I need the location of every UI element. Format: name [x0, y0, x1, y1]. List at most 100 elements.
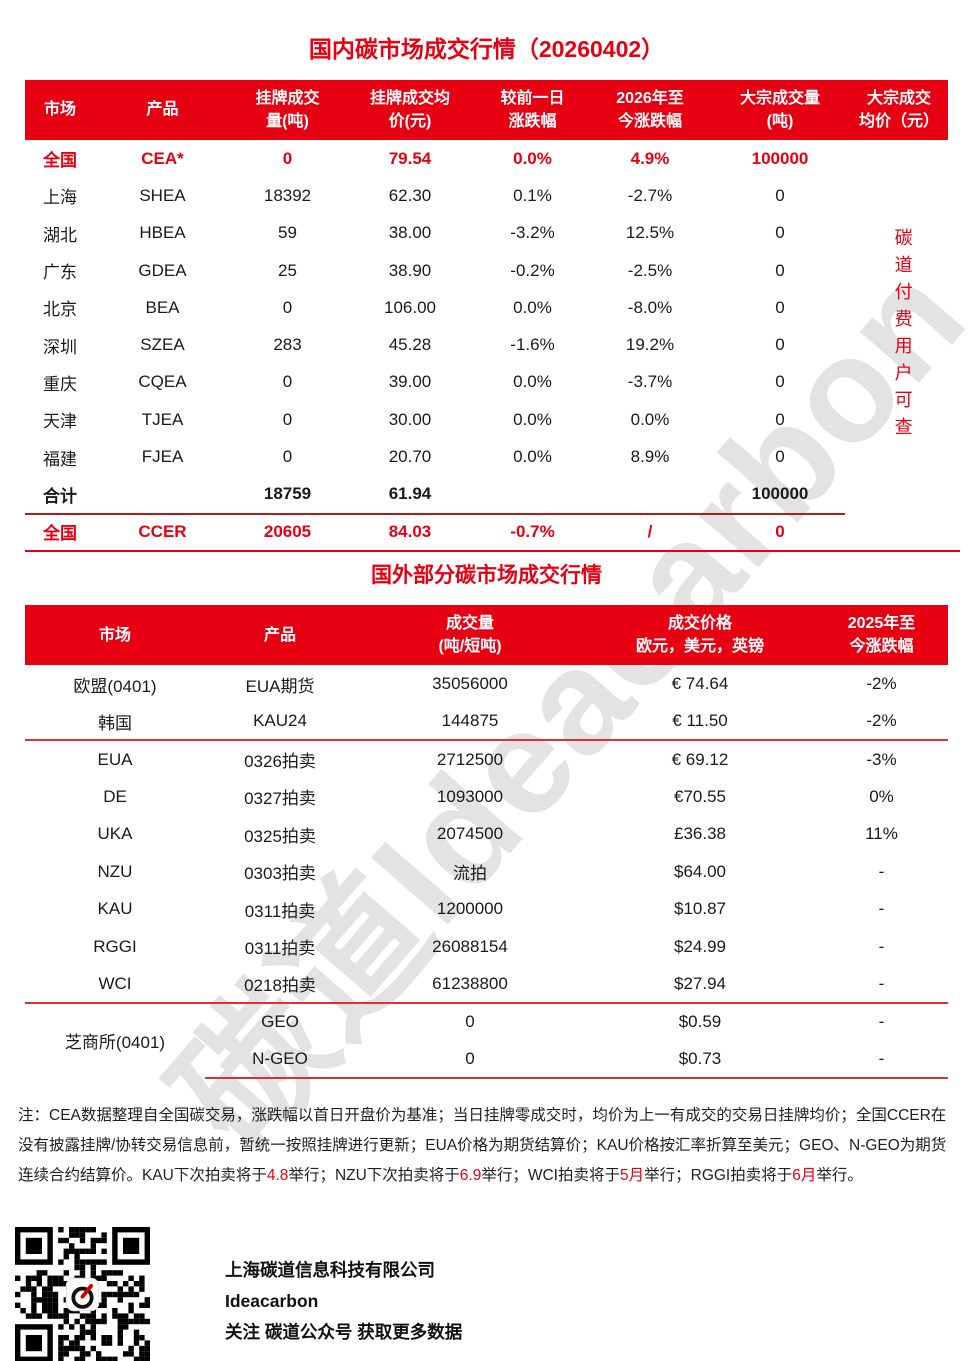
- cell-volume: 2712500: [436, 749, 504, 769]
- cell-day-change: -0.2%: [510, 260, 555, 280]
- cell-market: 合计: [43, 486, 77, 506]
- foreign-group-auctions: EUA 0326拍卖 2712500 € 69.12 -3% DE 0327拍卖…: [25, 740, 948, 1004]
- divider-line-dark: [25, 513, 845, 515]
- cell-block-volume: 0: [775, 521, 785, 541]
- cell-listed-avg-price: 30.00: [388, 409, 432, 429]
- cell-day-change: 0.0%: [513, 409, 552, 429]
- cell-block-volume: 0: [775, 297, 785, 317]
- cell-volume: 26088154: [432, 936, 508, 956]
- cell-product: 0311拍卖: [244, 901, 316, 921]
- footnote-segment: 举行；WCI拍卖将于: [481, 1166, 620, 1184]
- cell-ytd-change: -: [878, 936, 885, 956]
- cell-market: 北京: [43, 300, 77, 320]
- cell-market: 深圳: [43, 337, 77, 357]
- footnote: 注：CEA数据整理自全国碳交易，涨跌幅以首日开盘价为基准；当日挂牌零成交时，均价…: [18, 1101, 955, 1191]
- cell-ytd-change: 0%: [869, 786, 894, 806]
- cell-product: 0303拍卖: [244, 864, 316, 884]
- cell-market: NZU: [97, 861, 133, 881]
- footnote-segment: 6月: [792, 1166, 817, 1184]
- cell-block-volume: 0: [775, 335, 785, 355]
- table-row: 福建 FJEA 0 20.70 0.0% 8.9% 0: [25, 438, 948, 475]
- cell-day-change: -0.7%: [510, 521, 555, 541]
- cell-listed-volume: 0: [282, 409, 293, 429]
- foreign-table: 市场 产品 成交量 (吨/短吨): [25, 605, 948, 1079]
- cell-volume: 1093000: [436, 786, 504, 806]
- cell-listed-volume: 59: [278, 223, 297, 243]
- column-header: 挂牌成交均 价(元): [369, 89, 450, 130]
- cell-market: 天津: [43, 412, 77, 432]
- cell-block-volume: 0: [775, 260, 785, 280]
- qr-code: [15, 1226, 150, 1361]
- cell-volume: 144875: [355, 702, 585, 742]
- table-row: 天津 TJEA 0 30.00 0.0% 0.0% 0: [25, 401, 948, 438]
- cell-day-change: -1.6%: [510, 335, 555, 355]
- cell-market: 上海: [43, 188, 77, 208]
- cell-price: £36.38: [674, 824, 726, 844]
- cell-ytd-change: 0.0%: [630, 409, 670, 429]
- cell-product: GEO: [261, 1012, 299, 1032]
- cell-listed-volume: 283: [273, 335, 302, 355]
- footnote-segment: 举行。: [816, 1166, 863, 1184]
- cell-day-change: 0.1%: [513, 185, 552, 205]
- footer-text: 上海碳道信息科技有限公司 Ideacarbon 关注 碳道公众号 获取更多数据: [225, 1227, 462, 1348]
- table-row: RGGI 0311拍卖 26088154 $24.99 -: [25, 928, 948, 966]
- table-row: UKA 0325拍卖 2074500 £36.38 11%: [25, 815, 948, 853]
- foreign-group-cme: 芝商所(0401) GEO 0 $0.59 - N-GEO 0 $0.73 -: [25, 1003, 948, 1079]
- cell-block-volume: 0: [775, 409, 785, 429]
- cell-price: $27.94: [585, 965, 815, 1004]
- cell-product: HBEA: [139, 223, 186, 243]
- cell-price: $0.59: [678, 1012, 722, 1032]
- cell-listed-volume: 0: [282, 447, 293, 467]
- cell-block-avg-price: [850, 177, 948, 214]
- cell-day-change: 0.0%: [513, 297, 552, 317]
- paid-users-vertical-note: 碳道付费用户可查: [892, 228, 913, 444]
- cell-block-volume: 0: [775, 372, 785, 392]
- footnote-segment: 5月: [620, 1166, 645, 1184]
- cell-ytd-change: -: [878, 861, 885, 881]
- cell-market: KAU: [97, 899, 133, 919]
- footnote-segment: 6.9: [459, 1166, 482, 1184]
- cell-product: 0218拍卖: [205, 965, 355, 1004]
- cell-listed-avg-price: 45.28: [388, 335, 432, 355]
- table-row: 湖北 HBEA 59 38.00 -3.2% 12.5% 0: [25, 215, 948, 252]
- footnote-segment: 举行；NZU下次拍卖将于: [288, 1166, 460, 1184]
- cell-price: € 11.50: [585, 702, 815, 742]
- cell-listed-volume: 0: [282, 148, 293, 168]
- cell-product: CCER: [138, 521, 187, 541]
- cell-block-volume: 100000: [751, 484, 809, 504]
- ccer-row: 全国 CCER 20605 84.03 -0.7% / 0: [25, 513, 948, 550]
- cell-price: €70.55: [674, 786, 726, 806]
- cell-listed-avg-price: 20.70: [388, 447, 432, 467]
- cell-price: $0.73: [585, 1040, 815, 1079]
- column-header: 产品: [263, 626, 296, 644]
- table-row: 全国 CEA* 0 79.54 0.0% 4.9% 100000: [25, 140, 948, 177]
- cell-product: KAU24: [205, 702, 355, 742]
- cell-listed-avg-price: 84.03: [388, 521, 432, 541]
- divider-line-red: [25, 550, 960, 552]
- cell-block-volume: 0: [775, 447, 785, 467]
- cell-price: $10.87: [674, 899, 726, 919]
- cell-listed-avg-price: 61.94: [388, 484, 432, 504]
- table-row: 芝商所(0401) GEO 0 $0.59 -: [25, 1003, 948, 1052]
- column-header: 产品: [146, 101, 179, 119]
- cell-volume: 2074500: [436, 824, 504, 844]
- table-row: 上海 SHEA 18392 62.30 0.1% -2.7% 0: [25, 177, 948, 214]
- table-row: 欧盟(0401) EUA期货 35056000 € 74.64 -2%: [25, 665, 948, 703]
- cell-product: 0326拍卖: [244, 752, 316, 772]
- cell-volume: 35056000: [432, 674, 508, 694]
- cell-market: 广东: [43, 263, 77, 283]
- cell-product: N-GEO: [205, 1040, 355, 1079]
- cell-market: EUA: [97, 749, 133, 769]
- total-row: 合计 18759 61.94 100000: [25, 476, 948, 513]
- table-row: N-GEO 0 $0.73 -: [25, 1040, 948, 1079]
- cell-volume: 0: [355, 1040, 585, 1079]
- table-row: 重庆 CQEA 0 39.00 0.0% -3.7% 0: [25, 364, 948, 401]
- column-header: 市场: [43, 101, 76, 119]
- cell-product: 0325拍卖: [244, 826, 316, 846]
- table-row: 广东 GDEA 25 38.90 -0.2% -2.5% 0: [25, 252, 948, 289]
- company-name: 上海碳道信息科技有限公司: [225, 1259, 435, 1280]
- cell-ytd-change: -2.7%: [627, 185, 673, 205]
- cell-listed-avg-price: 39.00: [388, 372, 432, 392]
- footer: 上海碳道信息科技有限公司 Ideacarbon 关注 碳道公众号 获取更多数据: [15, 1226, 973, 1361]
